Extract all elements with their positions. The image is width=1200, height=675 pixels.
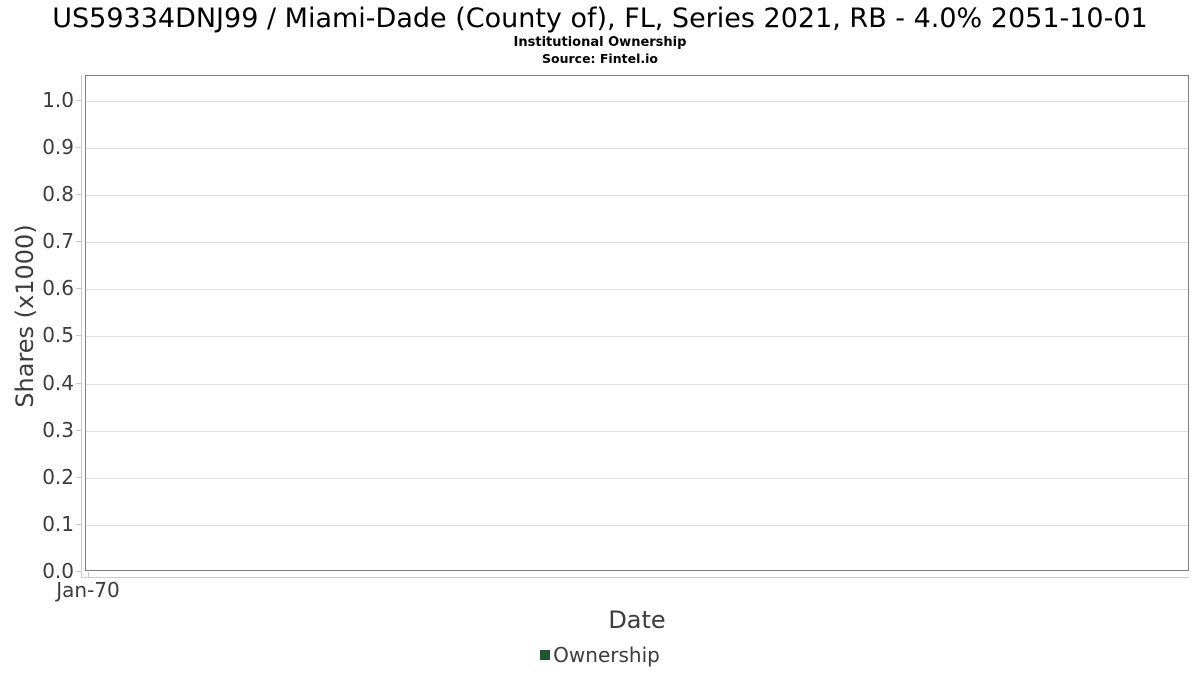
chart-title: US59334DNJ99 / Miami-Dade (County of), F… (52, 3, 1148, 34)
y-axis-tick-mark (76, 429, 81, 431)
x-axis-line (81, 577, 1189, 578)
x-axis-tick-label: Jan-70 (56, 578, 120, 602)
gridline (86, 242, 1188, 244)
y-axis-tick-mark (76, 523, 81, 525)
y-axis-tick-mark (76, 476, 81, 478)
legend-series-swatch (540, 650, 551, 660)
y-axis-tick-label: 1.0 (42, 87, 74, 112)
chart-subtitle: Institutional Ownership (513, 35, 687, 50)
y-axis-line (81, 75, 82, 578)
y-axis-tick-mark (76, 571, 81, 572)
x-axis-tick-mark (88, 572, 89, 577)
y-axis-tick-mark (76, 288, 81, 290)
y-axis-tick-label: 0.0 (42, 559, 74, 583)
y-axis-tick-label: 0.3 (42, 417, 74, 442)
y-axis-tick-mark (76, 382, 81, 384)
x-axis-title: Date (608, 606, 666, 634)
chart-source-text: Source: Fintel.io (542, 51, 658, 66)
gridline (86, 289, 1188, 291)
y-axis-tick-mark (76, 194, 81, 196)
y-axis-tick-label: 0.5 (42, 323, 74, 348)
plot-area (85, 75, 1189, 571)
legend-series-label: Ownership (553, 643, 660, 667)
y-axis-tick-mark (76, 99, 81, 101)
y-axis-tick-mark (76, 241, 81, 243)
y-axis-tick-label: 0.4 (42, 370, 74, 395)
gridline (86, 430, 1188, 432)
y-axis-tick-label: 0.6 (42, 276, 74, 301)
y-axis-tick-label: 0.9 (42, 135, 74, 160)
y-axis-tick-mark (76, 147, 81, 149)
gridline (86, 477, 1188, 479)
gridline (86, 195, 1188, 197)
gridline (86, 383, 1188, 385)
gridline (86, 100, 1188, 102)
y-axis-tick-label: 0.7 (42, 229, 74, 254)
gridline (86, 524, 1188, 526)
y-axis-tick-label: 0.2 (42, 464, 74, 489)
y-axis-tick-label: 0.8 (42, 182, 74, 207)
legend[interactable]: Ownership (0, 645, 1200, 665)
gridline (86, 148, 1188, 150)
y-axis-tick-label: 0.1 (42, 511, 74, 536)
gridline (86, 336, 1188, 338)
y-axis-tick-mark (76, 335, 81, 337)
